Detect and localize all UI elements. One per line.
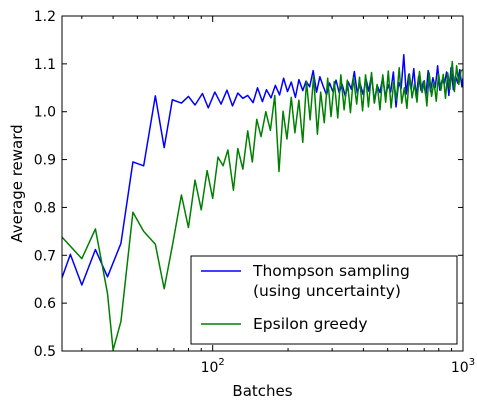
legend: Thompson sampling (using uncertainty) Epsi…: [190, 255, 458, 345]
series-lines: [62, 54, 463, 351]
y-tick-label: 1.2: [34, 9, 56, 25]
y-tick-label: 0.7: [34, 248, 56, 264]
legend-label: Epsilon greedy: [253, 315, 368, 333]
plot-frame: [61, 15, 464, 352]
y-tick-label: 1.1: [34, 57, 56, 73]
y-axis-ticks: 0.5 0.6 0.7 0.8 0.9 1.0 1.1 1.2: [34, 9, 463, 360]
x-tick-label: 103: [451, 357, 475, 376]
series-line-1: [62, 54, 463, 286]
y-tick-label: 0.9: [34, 153, 56, 169]
legend-label: Thompson sampling: [252, 262, 410, 280]
x-tick-label: 102: [201, 357, 225, 376]
y-tick-label: 0.6: [34, 296, 56, 312]
series-line-2: [62, 60, 463, 351]
x-axis-title: Batches: [232, 382, 292, 400]
y-tick-label: 0.8: [34, 200, 56, 216]
x-axis-ticks: 102 103: [81, 16, 475, 376]
legend-label: (using uncertainty): [253, 282, 401, 300]
y-tick-label: 1.0: [34, 105, 56, 121]
y-tick-label: 0.5: [34, 344, 56, 360]
y-axis-title: Average reward: [8, 124, 26, 242]
